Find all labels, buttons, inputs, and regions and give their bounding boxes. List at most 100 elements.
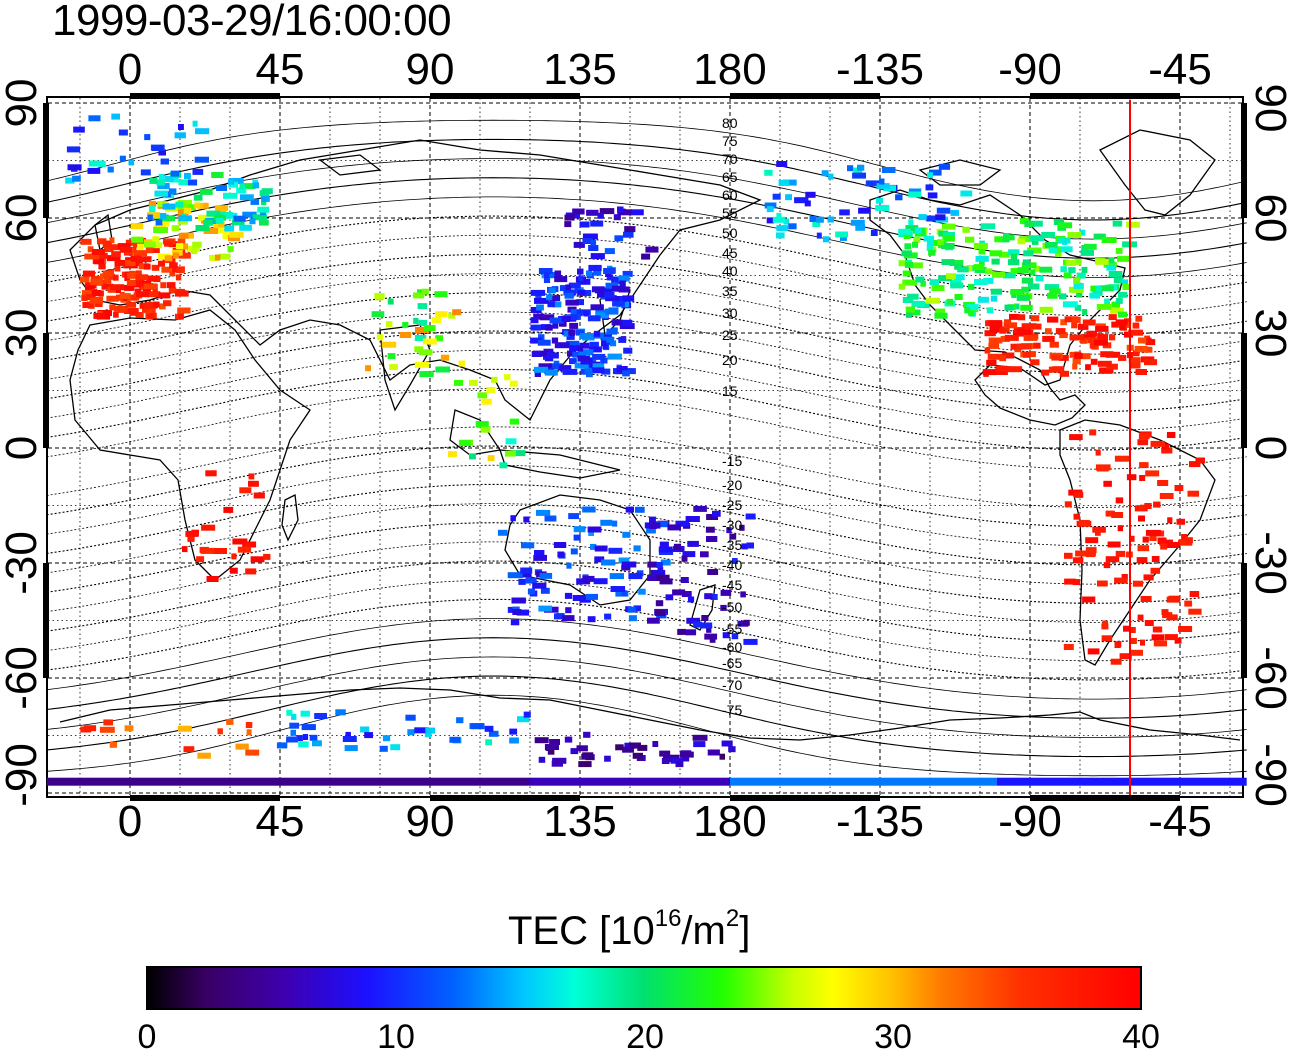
tec-block <box>449 736 461 743</box>
colorbar <box>146 966 1142 1010</box>
tec-block <box>215 227 229 234</box>
tec-block <box>276 742 288 749</box>
tec-block <box>1085 547 1097 554</box>
tec-block <box>239 224 252 231</box>
colorbar-tick: 20 <box>626 1018 664 1056</box>
tec-block <box>109 304 116 311</box>
tec-block <box>259 219 269 226</box>
tec-block <box>540 587 550 594</box>
tec-block <box>1023 334 1038 341</box>
tec-block <box>1089 429 1097 436</box>
tec-block <box>114 259 126 266</box>
tec-block <box>1109 334 1116 341</box>
tec-block <box>1072 363 1078 370</box>
tec-block <box>937 239 944 246</box>
tec-block <box>488 730 499 737</box>
tec-block <box>1123 625 1130 632</box>
tec-block <box>704 593 713 600</box>
tec-block <box>435 335 444 342</box>
tec-block <box>594 556 605 563</box>
tec-block <box>175 201 184 208</box>
tec-block <box>706 514 718 520</box>
tec-block <box>1103 480 1112 487</box>
tec-block <box>215 217 224 224</box>
tec-block <box>211 172 224 178</box>
tec-block <box>635 506 645 513</box>
tec-block <box>983 277 994 284</box>
tec-block <box>1137 614 1144 621</box>
tec-block <box>1167 517 1173 524</box>
tec-block <box>1068 286 1084 293</box>
tec-block <box>486 386 496 393</box>
tec-block <box>175 274 182 281</box>
tec-block <box>704 633 718 640</box>
tec-block <box>776 232 785 239</box>
tec-block <box>1018 236 1033 243</box>
tec-block <box>481 398 492 405</box>
contour-label-north: 45 <box>722 245 738 261</box>
tec-block <box>657 566 664 573</box>
tec-block <box>119 155 126 162</box>
tec-block <box>743 619 750 626</box>
tec-block <box>90 279 103 286</box>
tec-block <box>881 167 896 173</box>
tec-block <box>1073 282 1084 289</box>
tec-block <box>805 191 816 198</box>
tec-block <box>623 231 634 238</box>
top-tick: -135 <box>835 45 925 94</box>
tec-block <box>1099 285 1114 292</box>
tec-block <box>1033 342 1041 349</box>
tec-block <box>229 567 238 574</box>
tec-block <box>1176 518 1185 525</box>
tec-block <box>160 158 169 165</box>
tec-block <box>523 711 531 718</box>
tec-block <box>938 163 951 170</box>
tec-block <box>943 231 955 238</box>
tec-block <box>835 231 848 238</box>
tec-block <box>1160 543 1168 550</box>
tec-block <box>1007 366 1023 373</box>
tec-block <box>342 736 357 742</box>
tec-block <box>1111 301 1120 308</box>
contour-label-south: -15 <box>722 453 742 469</box>
tec-block <box>822 236 830 243</box>
tec-block <box>1092 526 1106 533</box>
tec-block <box>564 214 575 221</box>
tec-block <box>530 337 543 344</box>
tec-block <box>591 286 605 293</box>
tec-block <box>553 542 567 548</box>
tec-block <box>601 559 616 566</box>
tec-block <box>1106 264 1116 271</box>
bottom-tick: -45 <box>1148 797 1212 846</box>
tec-block <box>1073 491 1084 498</box>
tec-block <box>1079 229 1086 236</box>
tec-block <box>604 248 615 255</box>
tec-block <box>538 334 545 341</box>
tec-block <box>177 238 186 245</box>
tec-block <box>215 205 229 212</box>
tec-block <box>1054 246 1061 253</box>
tec-block <box>577 355 590 362</box>
tec-block <box>605 295 617 302</box>
tec-block <box>627 606 636 613</box>
tec-block <box>582 238 593 244</box>
tec-block <box>216 185 227 191</box>
tec-block <box>202 225 210 232</box>
tec-block <box>1165 542 1180 548</box>
tec-block <box>164 175 174 182</box>
tec-block <box>510 619 520 626</box>
tec-block <box>1095 449 1101 456</box>
tec-block <box>587 315 601 322</box>
tec-block <box>135 312 144 318</box>
tec-block <box>539 314 555 321</box>
contour-label-south: -75 <box>722 702 742 718</box>
tec-block <box>1101 635 1113 642</box>
tec-block <box>153 301 160 308</box>
tec-block <box>91 249 105 255</box>
tec-block <box>126 301 137 308</box>
tec-block <box>107 255 121 262</box>
tec-block <box>417 289 423 296</box>
tec-block <box>291 713 297 720</box>
tec-block <box>821 170 829 177</box>
tec-block <box>1181 534 1187 540</box>
